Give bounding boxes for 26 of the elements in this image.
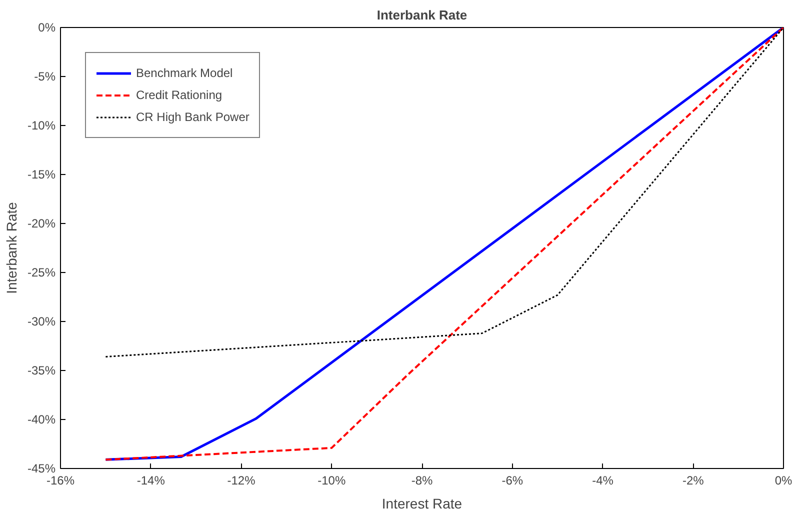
y-tick-label: -45% xyxy=(27,462,56,476)
x-tick-label: -14% xyxy=(136,474,166,488)
x-tick-label: -10% xyxy=(318,474,346,488)
x-tick-label: -6% xyxy=(502,474,524,488)
line-series xyxy=(104,28,784,461)
y-tick-label: -10% xyxy=(27,118,56,132)
y-tick-label: 0% xyxy=(38,20,56,34)
y-tick-label: -20% xyxy=(27,216,56,230)
x-tick-label: 0% xyxy=(774,474,792,488)
x-axis-title: Interest Rate xyxy=(382,496,462,512)
x-tick-label: -4% xyxy=(592,474,614,488)
chart-title: Interbank Rate xyxy=(376,8,468,22)
y-tick-label: -5% xyxy=(34,70,56,84)
x-tick-label: -12% xyxy=(227,474,256,488)
legend-label: CR High Bank Power xyxy=(136,110,250,124)
y-tick-label: -30% xyxy=(27,314,56,328)
x-tick-label: -2% xyxy=(682,474,704,488)
y-tick-label: -40% xyxy=(27,412,56,426)
y-tick-label: -15% xyxy=(27,168,56,182)
y-tick-label: -25% xyxy=(27,266,56,280)
legend-label: Credit Rationing xyxy=(136,88,222,102)
x-tick-label: -8% xyxy=(411,474,433,488)
y-axis-title: Interbank Rate xyxy=(3,202,20,294)
y-tick-label: -35% xyxy=(27,364,56,378)
x-tick-label: -16% xyxy=(46,474,75,488)
legend-label: Benchmark Model xyxy=(136,66,233,80)
